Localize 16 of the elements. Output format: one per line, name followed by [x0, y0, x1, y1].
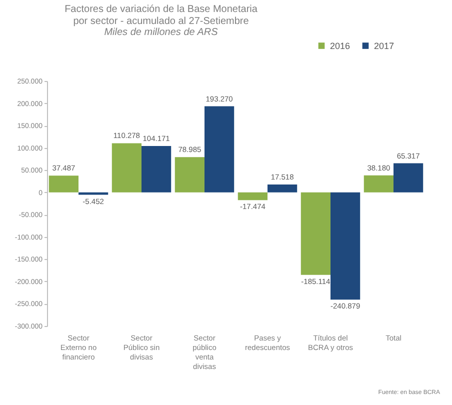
legend-label: 2016	[330, 40, 350, 51]
bar	[78, 192, 108, 195]
bar	[112, 143, 142, 192]
bar	[204, 106, 234, 192]
chart-title: Factores de variación de la Base Monetaria por sector - acumulado al 27-Setiembre	[64, 4, 258, 27]
chart-subtitle: Miles de millones de ARS	[104, 27, 218, 38]
legend-label: 2017	[374, 40, 394, 51]
bar	[268, 184, 298, 192]
bar	[174, 157, 204, 192]
bar	[300, 192, 330, 275]
bar	[394, 163, 424, 192]
bar	[364, 175, 394, 192]
bar	[48, 176, 78, 192]
bar	[142, 146, 172, 192]
bar	[330, 192, 360, 300]
bar	[238, 192, 268, 200]
